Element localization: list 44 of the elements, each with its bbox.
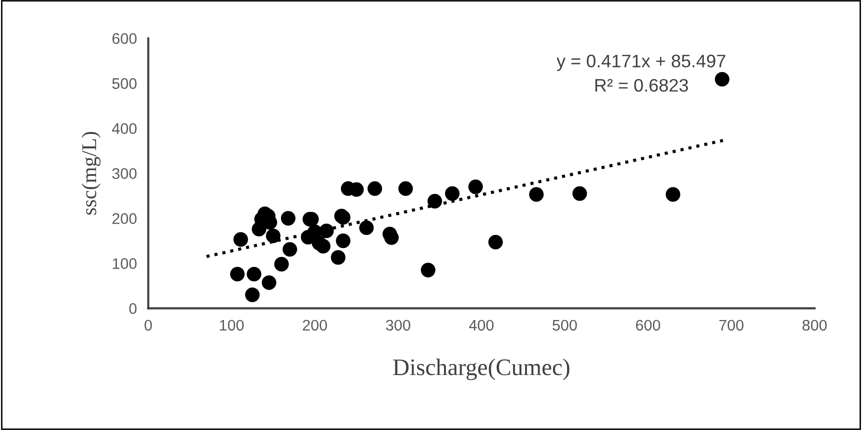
point xyxy=(262,275,276,290)
point xyxy=(468,180,483,194)
point xyxy=(368,181,382,196)
x-tick-label: 300 xyxy=(386,320,410,331)
y-tick-label: 400 xyxy=(112,123,137,134)
y-axis-title: ssc(mg/L) xyxy=(82,132,101,215)
point xyxy=(488,234,503,250)
point xyxy=(230,266,245,282)
y-tick-label: 500 xyxy=(112,78,137,89)
x-tick-label: 700 xyxy=(719,320,744,331)
point xyxy=(280,211,296,226)
x-tick-label: 500 xyxy=(552,320,577,331)
point xyxy=(572,186,587,201)
y-tick-label: 100 xyxy=(112,258,137,269)
y-tick-label: 600 xyxy=(112,33,137,44)
point xyxy=(266,228,280,244)
point xyxy=(359,220,374,236)
y-tick-label: 200 xyxy=(112,213,137,224)
x-tick-label: 0 xyxy=(144,320,152,331)
point xyxy=(330,250,346,265)
y-tick-label: 0 xyxy=(129,303,137,314)
point xyxy=(428,194,442,208)
annotation: y = 0.4171x + 85.497 xyxy=(556,54,726,71)
x-tick-label: 600 xyxy=(636,320,660,331)
x-tick-label: 100 xyxy=(220,320,244,331)
x-axis-title: Discharge(Cumec) xyxy=(393,358,570,380)
point xyxy=(420,262,436,278)
point xyxy=(233,232,248,247)
y-tick-label: 300 xyxy=(112,168,137,179)
point xyxy=(398,181,413,196)
point xyxy=(336,234,350,248)
point xyxy=(529,187,544,202)
point xyxy=(714,72,730,87)
point xyxy=(444,186,460,201)
point xyxy=(274,256,289,272)
x-tick-label: 200 xyxy=(302,320,327,331)
x-tick-label: 400 xyxy=(469,320,494,331)
point xyxy=(666,187,680,202)
annotation: R² = 0.6823 xyxy=(595,78,688,92)
point xyxy=(245,288,260,302)
x-tick-label: 800 xyxy=(802,320,827,331)
point xyxy=(312,236,326,250)
point xyxy=(282,242,298,257)
point xyxy=(246,266,262,282)
